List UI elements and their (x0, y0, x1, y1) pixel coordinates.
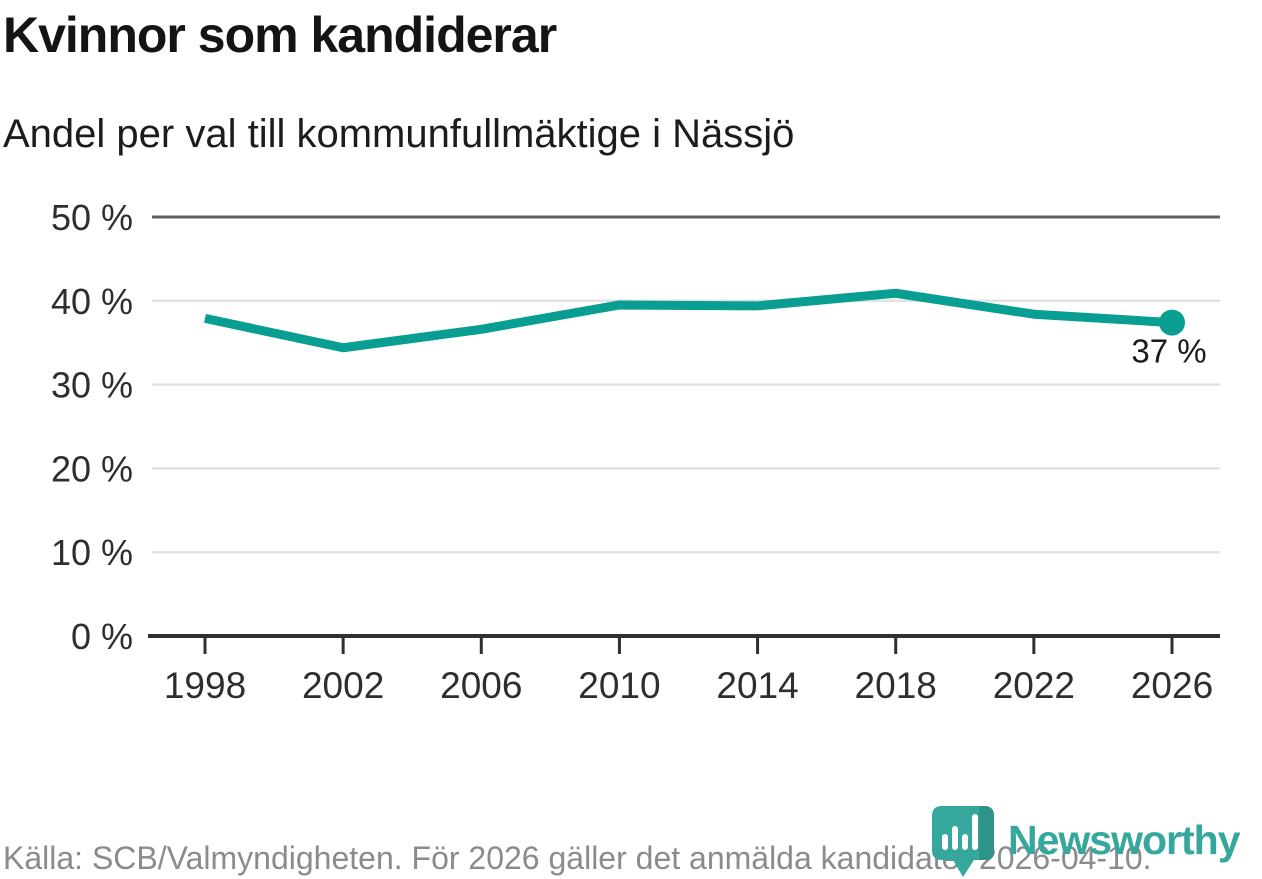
x-tick-label: 2010 (578, 665, 660, 706)
newsworthy-logo: Newsworthy (930, 804, 1240, 878)
y-tick-label: 20 % (51, 448, 133, 489)
y-tick-label: 40 % (51, 281, 133, 322)
logo-bubble-shade (979, 806, 994, 860)
y-tick-label: 0 % (71, 616, 133, 657)
end-dot (1159, 309, 1185, 336)
page-title: Kvinnor som kandiderar (3, 7, 557, 63)
x-tick-label: 2022 (993, 665, 1075, 706)
y-tick-label: 10 % (51, 532, 133, 573)
x-tick-label: 2014 (716, 665, 798, 706)
x-tick-label: 1998 (164, 665, 246, 706)
x-tick-label: 2006 (440, 665, 522, 706)
x-tick-label: 2026 (1131, 665, 1213, 706)
end-value-label: 37 % (1131, 333, 1206, 370)
page-subtitle: Andel per val till kommunfullmäktige i N… (3, 112, 795, 156)
newsworthy-wordmark: Newsworthy (1008, 817, 1240, 863)
logo-bars (942, 814, 978, 850)
y-tick-label: 30 % (51, 365, 133, 406)
data-line (204, 288, 1173, 353)
x-tick-label: 2002 (302, 665, 384, 706)
x-tick-label: 2018 (855, 665, 937, 706)
newsworthy-logo-icon (932, 806, 994, 877)
y-tick-label: 50 % (51, 197, 133, 238)
